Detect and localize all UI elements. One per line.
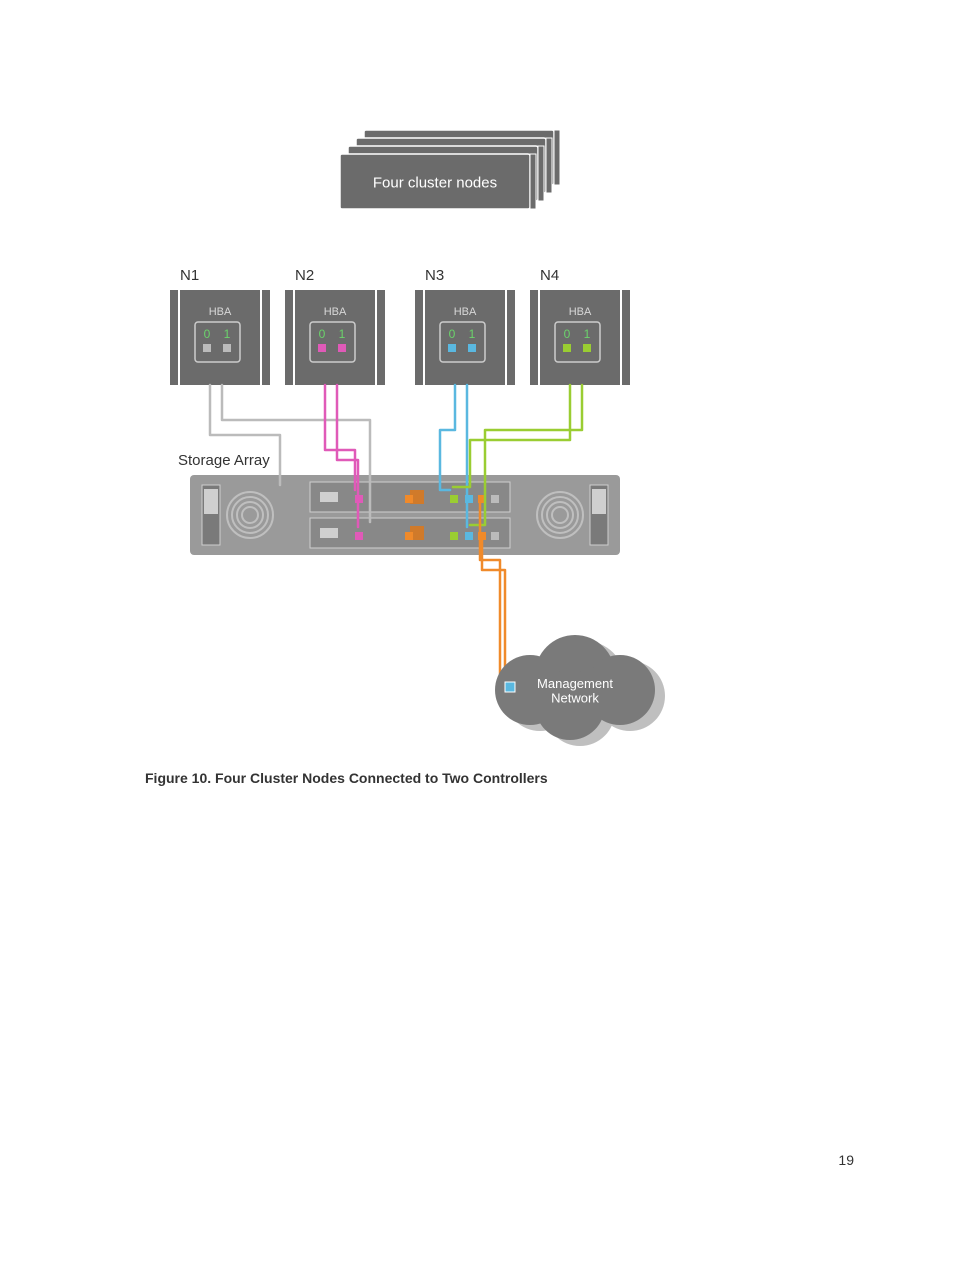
svg-text:0: 0 — [564, 327, 571, 341]
svg-text:N4: N4 — [540, 267, 559, 284]
page: Four cluster nodesN1N2N3N4HBA01HBA01HBA0… — [0, 0, 954, 1268]
svg-text:Four cluster nodes: Four cluster nodes — [373, 175, 497, 192]
svg-text:0: 0 — [319, 327, 326, 341]
svg-text:N1: N1 — [180, 267, 199, 284]
figure-caption: Figure 10. Four Cluster Nodes Connected … — [145, 770, 548, 786]
diagram-svg: Four cluster nodesN1N2N3N4HBA01HBA01HBA0… — [170, 130, 700, 750]
svg-text:1: 1 — [224, 327, 231, 341]
svg-text:N2: N2 — [295, 267, 314, 284]
svg-text:1: 1 — [469, 327, 476, 341]
svg-text:0: 0 — [449, 327, 456, 341]
svg-text:0: 0 — [204, 327, 211, 341]
svg-text:HBA: HBA — [324, 306, 347, 318]
svg-text:HBA: HBA — [454, 306, 477, 318]
svg-text:1: 1 — [339, 327, 346, 341]
svg-text:HBA: HBA — [569, 306, 592, 318]
svg-text:HBA: HBA — [209, 306, 232, 318]
svg-text:Storage Array: Storage Array — [178, 452, 270, 469]
svg-text:1: 1 — [584, 327, 591, 341]
svg-text:N3: N3 — [425, 267, 444, 284]
page-number: 19 — [838, 1152, 854, 1168]
topology-diagram: Four cluster nodesN1N2N3N4HBA01HBA01HBA0… — [170, 130, 700, 750]
